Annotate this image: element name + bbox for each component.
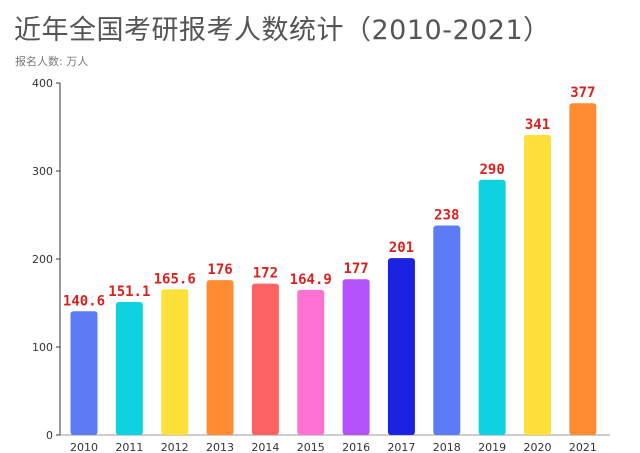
- bar: [478, 179, 506, 435]
- data-label: 140.6: [63, 293, 105, 309]
- data-label: 164.9: [290, 272, 332, 288]
- data-label: 341: [525, 117, 550, 133]
- y-tick-label: 100: [32, 341, 53, 354]
- x-tick-label: 2013: [206, 441, 234, 453]
- bar: [342, 279, 370, 435]
- bar: [115, 302, 143, 435]
- y-tick-label: 400: [32, 77, 53, 90]
- data-label: 176: [207, 262, 232, 278]
- x-tick-label: 2012: [161, 441, 189, 453]
- x-tick-label: 2018: [433, 441, 461, 453]
- data-label: 290: [480, 162, 505, 178]
- data-label: 238: [434, 208, 459, 224]
- x-tick-label: 2014: [251, 441, 279, 453]
- y-tick-label: 0: [46, 429, 53, 442]
- bar: [569, 103, 597, 436]
- x-tick-label: 2015: [297, 441, 325, 453]
- chart-title: 近年全国考研报考人数统计（2010-2021）: [14, 15, 551, 46]
- x-tick-label: 2017: [387, 441, 415, 453]
- data-label: 177: [343, 261, 368, 277]
- bar: [524, 134, 551, 436]
- data-label: 151.1: [108, 284, 150, 300]
- data-label: 377: [570, 85, 595, 101]
- x-tick-label: 2010: [70, 441, 98, 453]
- bar: [161, 289, 189, 435]
- x-tick-label: 2021: [569, 441, 597, 453]
- bar: [433, 225, 461, 435]
- x-tick-label: 2020: [524, 441, 552, 453]
- x-tick-label: 2011: [115, 441, 143, 453]
- bar: [206, 280, 234, 435]
- chart-subtitle: 报名人数: 万人: [15, 55, 89, 68]
- y-tick-label: 200: [32, 253, 53, 266]
- y-tick-label: 300: [32, 165, 53, 178]
- bar: [251, 283, 279, 435]
- bar: [297, 289, 325, 435]
- bar: [387, 258, 415, 435]
- bar: [70, 311, 98, 435]
- x-tick-label: 2016: [342, 441, 370, 453]
- data-label: 165.6: [154, 271, 196, 287]
- data-label: 201: [389, 240, 414, 256]
- x-tick-label: 2019: [478, 441, 506, 453]
- data-label: 172: [253, 266, 278, 282]
